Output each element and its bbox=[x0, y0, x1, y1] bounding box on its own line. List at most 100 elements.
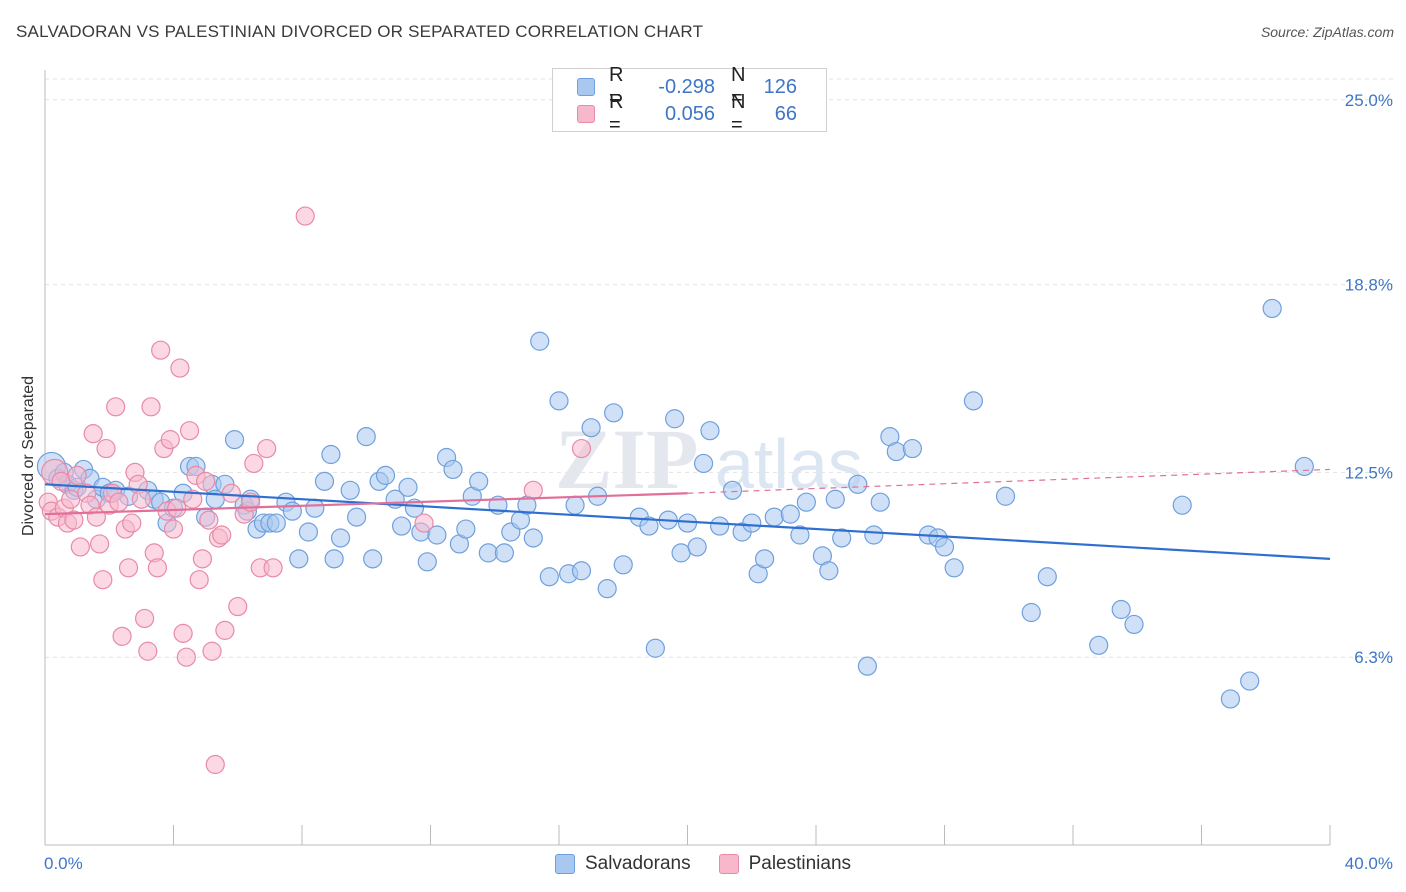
point-salvadorans bbox=[324, 549, 344, 569]
point-salvadorans bbox=[456, 519, 476, 539]
point-palestinians bbox=[179, 421, 200, 441]
point-salvadorans bbox=[347, 507, 367, 527]
point-salvadorans bbox=[796, 492, 816, 512]
point-salvadorans bbox=[363, 549, 383, 569]
point-palestinians bbox=[244, 453, 264, 474]
point-salvadorans bbox=[469, 471, 489, 491]
point-palestinians bbox=[192, 549, 213, 569]
point-salvadorans bbox=[427, 525, 447, 545]
point-palestinians bbox=[199, 510, 219, 530]
point-palestinians bbox=[109, 492, 129, 512]
point-salvadorans bbox=[375, 465, 396, 485]
point-salvadorans bbox=[330, 528, 351, 548]
point-salvadorans bbox=[356, 427, 376, 447]
point-salvadorans bbox=[523, 528, 543, 548]
x-tick-label-max: 40.0% bbox=[1345, 854, 1393, 873]
legend-r-label: R = bbox=[609, 64, 624, 109]
point-palestinians bbox=[228, 596, 248, 617]
y-tick-label: 18.8% bbox=[1345, 276, 1393, 295]
legend-swatch-salvadorans bbox=[554, 854, 575, 874]
point-palestinians bbox=[167, 498, 187, 518]
trend-line-salvadorans bbox=[44, 483, 1331, 560]
tick-labels: 6.3% 12.5% 18.8% 25.0% 0.0% 40.0% bbox=[44, 91, 1393, 873]
point-palestinians bbox=[295, 206, 315, 226]
point-palestinians bbox=[257, 438, 277, 459]
y-tick-label: 6.3% bbox=[1354, 648, 1393, 667]
point-salvadorans bbox=[530, 331, 550, 351]
trend-extension-palestinians bbox=[687, 468, 1331, 494]
point-salvadorans bbox=[549, 391, 569, 411]
legend-n-label: N = bbox=[731, 91, 746, 136]
point-palestinians bbox=[90, 534, 110, 554]
legend-r-value: 0.056 bbox=[664, 102, 715, 125]
point-palestinians bbox=[106, 397, 126, 417]
trend-line-palestinians bbox=[44, 492, 688, 516]
point-salvadorans bbox=[494, 543, 514, 563]
point-palestinians bbox=[61, 489, 81, 509]
point-palestinians bbox=[70, 537, 90, 557]
point-palestinians bbox=[523, 480, 543, 500]
point-palestinians bbox=[189, 570, 209, 590]
x-tick-label-min: 0.0% bbox=[44, 854, 83, 873]
point-salvadorans bbox=[645, 638, 665, 658]
gridlines bbox=[45, 78, 1395, 658]
trend-lines bbox=[44, 468, 1331, 560]
legend-swatch-palestinians bbox=[718, 854, 739, 874]
legend-label-palestinians: Palestinians bbox=[748, 853, 852, 874]
point-palestinians bbox=[170, 358, 190, 378]
legend-label-salvadorans: Salvadorans bbox=[584, 853, 691, 874]
point-salvadorans bbox=[902, 438, 922, 459]
point-palestinians bbox=[221, 483, 241, 503]
legend-swatch-palestinians bbox=[577, 105, 595, 123]
point-salvadorans bbox=[687, 537, 707, 557]
legend-item-palestinians[interactable]: Palestinians bbox=[718, 853, 852, 875]
point-palestinians bbox=[212, 525, 232, 545]
point-salvadorans bbox=[832, 528, 852, 548]
point-salvadorans bbox=[1089, 635, 1109, 655]
point-palestinians bbox=[83, 424, 103, 444]
legend-n-value: 126 bbox=[763, 75, 797, 98]
point-salvadorans bbox=[1172, 495, 1192, 515]
point-salvadorans bbox=[321, 444, 341, 465]
source-label: Source: ZipAtlas.com bbox=[1260, 24, 1394, 40]
stats-legend: R = -0.298 N = 126 R = 0.056 N = 66 bbox=[552, 64, 827, 136]
point-palestinians bbox=[183, 489, 203, 509]
point-salvadorans bbox=[944, 558, 964, 578]
point-salvadorans bbox=[398, 477, 418, 497]
point-salvadorans bbox=[870, 492, 890, 512]
series-legend: Salvadorans Palestinians bbox=[0, 852, 1406, 876]
point-salvadorans bbox=[613, 555, 633, 575]
point-salvadorans bbox=[1220, 689, 1241, 709]
point-salvadorans bbox=[864, 525, 884, 545]
point-palestinians bbox=[163, 519, 184, 539]
point-palestinians bbox=[118, 558, 139, 578]
point-salvadorans bbox=[565, 495, 585, 515]
point-palestinians bbox=[112, 626, 132, 646]
point-salvadorans bbox=[710, 516, 730, 536]
point-salvadorans bbox=[639, 516, 659, 536]
point-salvadorans bbox=[665, 409, 685, 429]
point-palestinians bbox=[173, 623, 193, 643]
point-salvadorans bbox=[754, 549, 775, 569]
point-salvadorans bbox=[742, 513, 762, 533]
legend-swatch-salvadorans bbox=[577, 78, 595, 96]
point-salvadorans bbox=[693, 453, 714, 474]
point-palestinians bbox=[147, 558, 168, 578]
legend-row-palestinians: R = 0.056 N = 66 bbox=[577, 91, 797, 136]
point-palestinians bbox=[51, 471, 71, 491]
point-palestinians bbox=[414, 513, 434, 533]
point-palestinians bbox=[263, 558, 283, 578]
point-salvadorans bbox=[443, 459, 463, 480]
point-palestinians bbox=[134, 608, 155, 629]
point-salvadorans bbox=[289, 549, 309, 569]
point-salvadorans bbox=[417, 552, 437, 572]
point-salvadorans bbox=[340, 480, 360, 500]
point-salvadorans bbox=[819, 561, 839, 581]
point-salvadorans bbox=[478, 543, 498, 563]
point-palestinians bbox=[196, 471, 216, 491]
legend-item-salvadorans[interactable]: Salvadorans bbox=[554, 853, 691, 875]
point-salvadorans bbox=[391, 516, 412, 536]
point-palestinians bbox=[215, 620, 235, 640]
point-palestinians bbox=[205, 754, 225, 775]
